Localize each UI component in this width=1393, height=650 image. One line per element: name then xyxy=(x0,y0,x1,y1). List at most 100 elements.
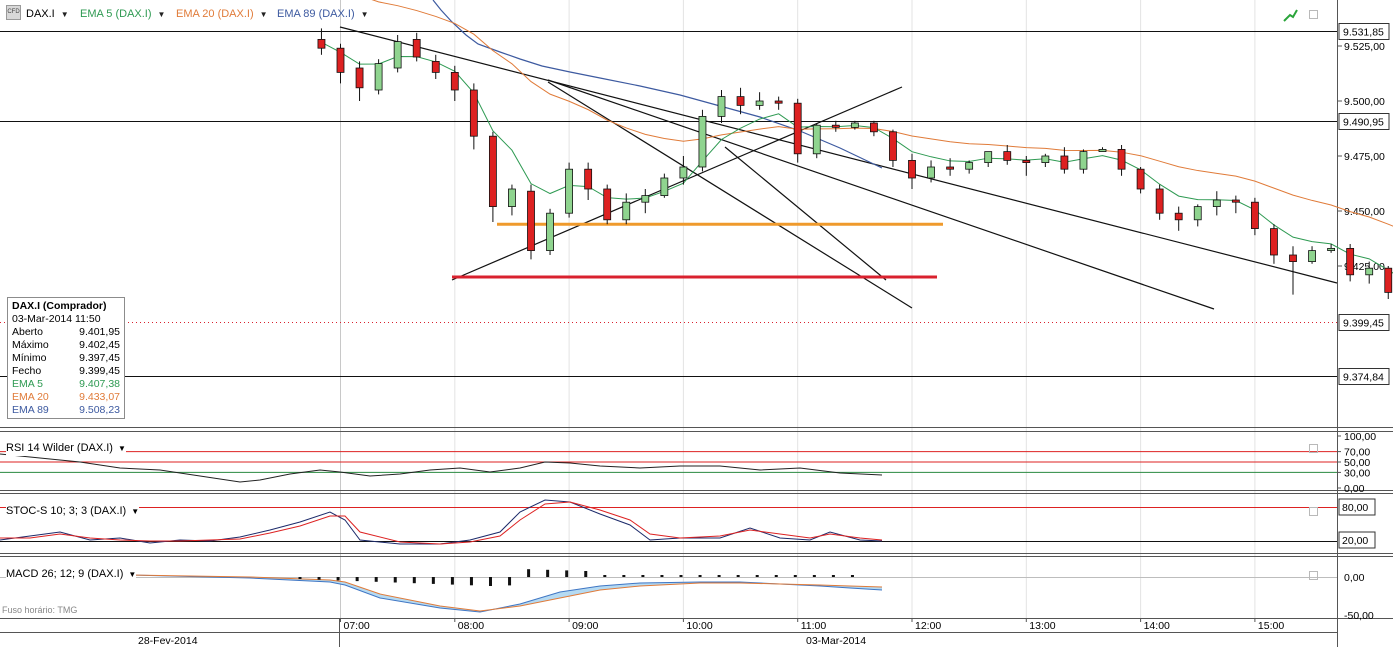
ema5-label: EMA 5 (DAX.I) xyxy=(80,8,152,20)
candle-body xyxy=(679,166,688,179)
data-window: DAX.I (Comprador) 03-Mar-2014 11:50 Aber… xyxy=(7,297,125,419)
macd-histogram-bar xyxy=(584,571,588,577)
candle-body xyxy=(1003,151,1012,161)
candle-body xyxy=(1231,199,1240,203)
ema89-line xyxy=(432,0,883,169)
stoch-level-box xyxy=(1338,531,1376,549)
stoch-d-line xyxy=(0,501,883,545)
macd-selector[interactable]: MACD 26; 12; 9 (DAX.I) ▼ xyxy=(6,567,137,582)
candle-body xyxy=(1365,267,1374,276)
candle-body xyxy=(527,190,535,251)
candle-body xyxy=(431,61,440,73)
macd-signal-line xyxy=(129,574,883,612)
candle-body xyxy=(393,41,402,69)
ema5-selector[interactable]: EMA 5 (DAX.I) ▼ xyxy=(80,6,165,22)
dropdown-arrow-icon: ▼ xyxy=(157,10,166,19)
candle-body xyxy=(374,63,383,91)
cfd-logo-icon: CFD xyxy=(6,5,21,20)
candle-body xyxy=(1270,228,1278,256)
dropdown-arrow-icon: ▼ xyxy=(117,444,126,453)
rsi-selector[interactable]: RSI 14 Wilder (DAX.I) ▼ xyxy=(6,441,126,456)
price-level-label: 9.531,85 xyxy=(1343,27,1384,39)
trend-line xyxy=(339,26,1338,284)
rsi-tick-label: 70,00 xyxy=(1344,447,1370,459)
stoch-level-box xyxy=(1338,498,1376,516)
macd-histogram-bar xyxy=(336,577,340,581)
dropdown-arrow-icon: ▼ xyxy=(128,570,137,579)
price-tick-label: 9.525,00 xyxy=(1344,41,1385,53)
macd-histogram-bar xyxy=(698,575,702,577)
macd-histogram-bar xyxy=(489,577,492,586)
stoch-tick-label: 20,00 xyxy=(1342,535,1368,547)
price-tick-label: 9.500,00 xyxy=(1344,96,1385,108)
candle-body xyxy=(717,96,726,117)
candle-body xyxy=(774,100,783,104)
macd-panel-maximize-icon[interactable] xyxy=(1309,571,1318,580)
candle-body xyxy=(450,72,459,91)
candle-body xyxy=(870,122,878,133)
dropdown-arrow-icon: ▼ xyxy=(60,10,69,19)
macd-histogram-bar xyxy=(527,569,531,577)
time-tick-label: 09:00 xyxy=(572,620,598,632)
candle-body xyxy=(546,212,554,251)
trend-line xyxy=(724,146,887,281)
data-row-ema5: EMA 5 9.407,38 xyxy=(12,378,120,390)
candle-body xyxy=(984,151,993,164)
candle-body xyxy=(1041,155,1050,163)
rsi-panel-maximize-icon[interactable] xyxy=(1309,444,1318,453)
price-level-box xyxy=(1338,368,1390,385)
stoch-selector[interactable]: STOC-S 10; 3; 3 (DAX.I) ▼ xyxy=(6,504,140,519)
macd-label: MACD 26; 12; 9 (DAX.I) xyxy=(6,568,124,580)
macd-histogram-bar xyxy=(450,577,454,585)
rsi-tick-label: 50,00 xyxy=(1344,457,1370,469)
candle-body xyxy=(1346,247,1355,276)
price-level-box xyxy=(1338,314,1390,331)
macd-histogram-bar xyxy=(641,575,645,577)
macd-histogram-bar xyxy=(717,575,721,577)
time-tick-label: 11:00 xyxy=(801,620,827,632)
candle-body xyxy=(1117,148,1126,170)
candle-body xyxy=(1079,151,1088,170)
rsi-label: RSI 14 Wilder (DAX.I) xyxy=(6,442,113,454)
rsi-line xyxy=(0,453,883,483)
timezone-label: Fuso horário: TMG xyxy=(2,605,78,615)
candle-body xyxy=(1212,199,1221,207)
candle-body xyxy=(1060,155,1069,170)
trend-line xyxy=(451,86,903,281)
candle-body xyxy=(965,162,974,170)
candle-body xyxy=(736,96,745,106)
time-tick-label: 12:00 xyxy=(915,620,941,632)
candle-body xyxy=(1155,188,1164,214)
macd-histogram-bar xyxy=(812,575,816,577)
macd-histogram-bar xyxy=(355,577,359,582)
maximize-icon[interactable] xyxy=(1309,10,1318,19)
price-level-label: 9.490,95 xyxy=(1343,117,1384,129)
candle-body xyxy=(584,168,593,190)
ema89-label: EMA 89 (DAX.I) xyxy=(277,8,355,20)
macd-histogram-bar xyxy=(317,577,321,580)
macd-tick-label: -50,00 xyxy=(1344,610,1374,622)
ema20-selector[interactable]: EMA 20 (DAX.I) ▼ xyxy=(176,6,268,22)
candle-body xyxy=(698,116,707,168)
price-level-box xyxy=(1338,23,1390,40)
time-tick-label: 13:00 xyxy=(1029,620,1055,632)
macd-line xyxy=(129,574,883,613)
candle-body xyxy=(1289,254,1297,262)
candle-body xyxy=(622,201,631,221)
ema5-line xyxy=(321,41,1393,274)
ema89-selector[interactable]: EMA 89 (DAX.I) ▼ xyxy=(277,6,369,22)
date-label: 28-Fev-2014 xyxy=(138,635,198,647)
candle-body xyxy=(831,124,840,128)
candle-body xyxy=(1251,201,1259,229)
data-row-ema89: EMA 89 9.508,23 xyxy=(12,404,120,416)
candle-body xyxy=(755,100,764,106)
candle-body xyxy=(1193,206,1202,221)
stoch-panel-maximize-icon[interactable] xyxy=(1309,507,1318,516)
time-tick-label: 07:00 xyxy=(344,620,370,632)
date-label: 03-Mar-2014 xyxy=(806,635,866,647)
candle-body xyxy=(1308,250,1316,263)
data-row-close: Fecho 9.399,45 xyxy=(12,365,120,377)
symbol-selector[interactable]: DAX.I ▼ xyxy=(26,6,69,22)
data-row-ema20: EMA 20 9.433,07 xyxy=(12,391,120,403)
